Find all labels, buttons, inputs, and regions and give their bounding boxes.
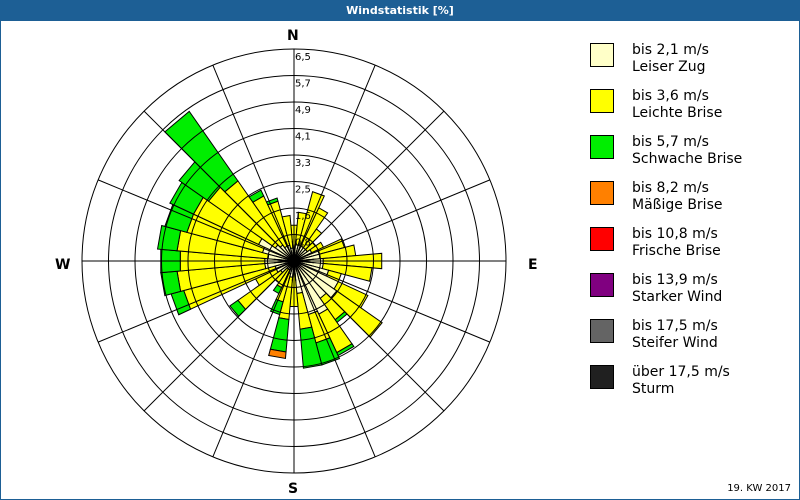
ring-label: 5,7 [295,79,311,90]
wind-bar-segment [321,263,373,282]
legend-name: Frische Brise [632,243,721,259]
legend-name: Schwache Brise [632,151,743,167]
legend-swatch [590,365,614,389]
compass-east-label: E [528,257,538,273]
legend-swatch [590,135,614,159]
ring-label: 4,9 [295,105,311,116]
wind-bar-segment [299,326,323,369]
ring-label: 4,1 [295,132,311,143]
legend-name: Leichte Brise [632,105,723,121]
wind-bar-segment [248,189,265,203]
legend-name: Sturm [632,381,675,397]
legend-range: bis 5,7 m/s [632,134,709,150]
wind-bar-segment [272,284,283,295]
legend-swatch [590,273,614,297]
wind-bar-segment [265,197,279,206]
chart-title: Windstatistik [%] [1,1,799,21]
ring-label: 2,5 [295,185,311,196]
compass-south-label: S [288,481,299,497]
legend-range: bis 2,1 m/s [632,42,709,58]
legend-swatch [590,181,614,205]
wind-bar-segment [269,317,290,353]
wind-bars [156,110,383,369]
compass-west-label: W [55,257,71,273]
legend-name: Mäßige Brise [632,197,723,213]
legend-swatch [590,43,614,67]
legend-name: Steifer Wind [632,335,718,351]
legend-name: Leiser Zug [632,59,706,75]
legend-swatch [590,319,614,343]
center-dot [289,256,299,266]
legend-range: bis 17,5 m/s [632,318,718,334]
ring-label: 3,3 [295,158,311,169]
ring-label: 1,6 [295,211,311,222]
legend-range: bis 8,2 m/s [632,180,709,196]
compass-north-label: N [287,28,299,44]
week-label: 19. KW 2017 [727,483,791,494]
legend-swatch [590,89,614,113]
legend-swatch [590,227,614,251]
wind-rose-chart: 0,8 1,6 2,5 3,3 4,1 4,9 5,7 6,5 [81,48,507,474]
ring-label: 0,8 [295,238,311,249]
legend-range: bis 10,8 m/s [632,226,718,242]
ring-label: 6,5 [295,52,311,63]
wind-bar-segment [268,348,287,360]
wind-bar-segment [156,224,182,252]
legend-range: über 17,5 m/s [632,364,730,380]
wind-bar-segment [281,214,294,249]
legend-range: bis 13,9 m/s [632,272,718,288]
legend-range: bis 3,6 m/s [632,88,709,104]
legend-name: Starker Wind [632,289,723,305]
polar-grid [81,48,507,474]
